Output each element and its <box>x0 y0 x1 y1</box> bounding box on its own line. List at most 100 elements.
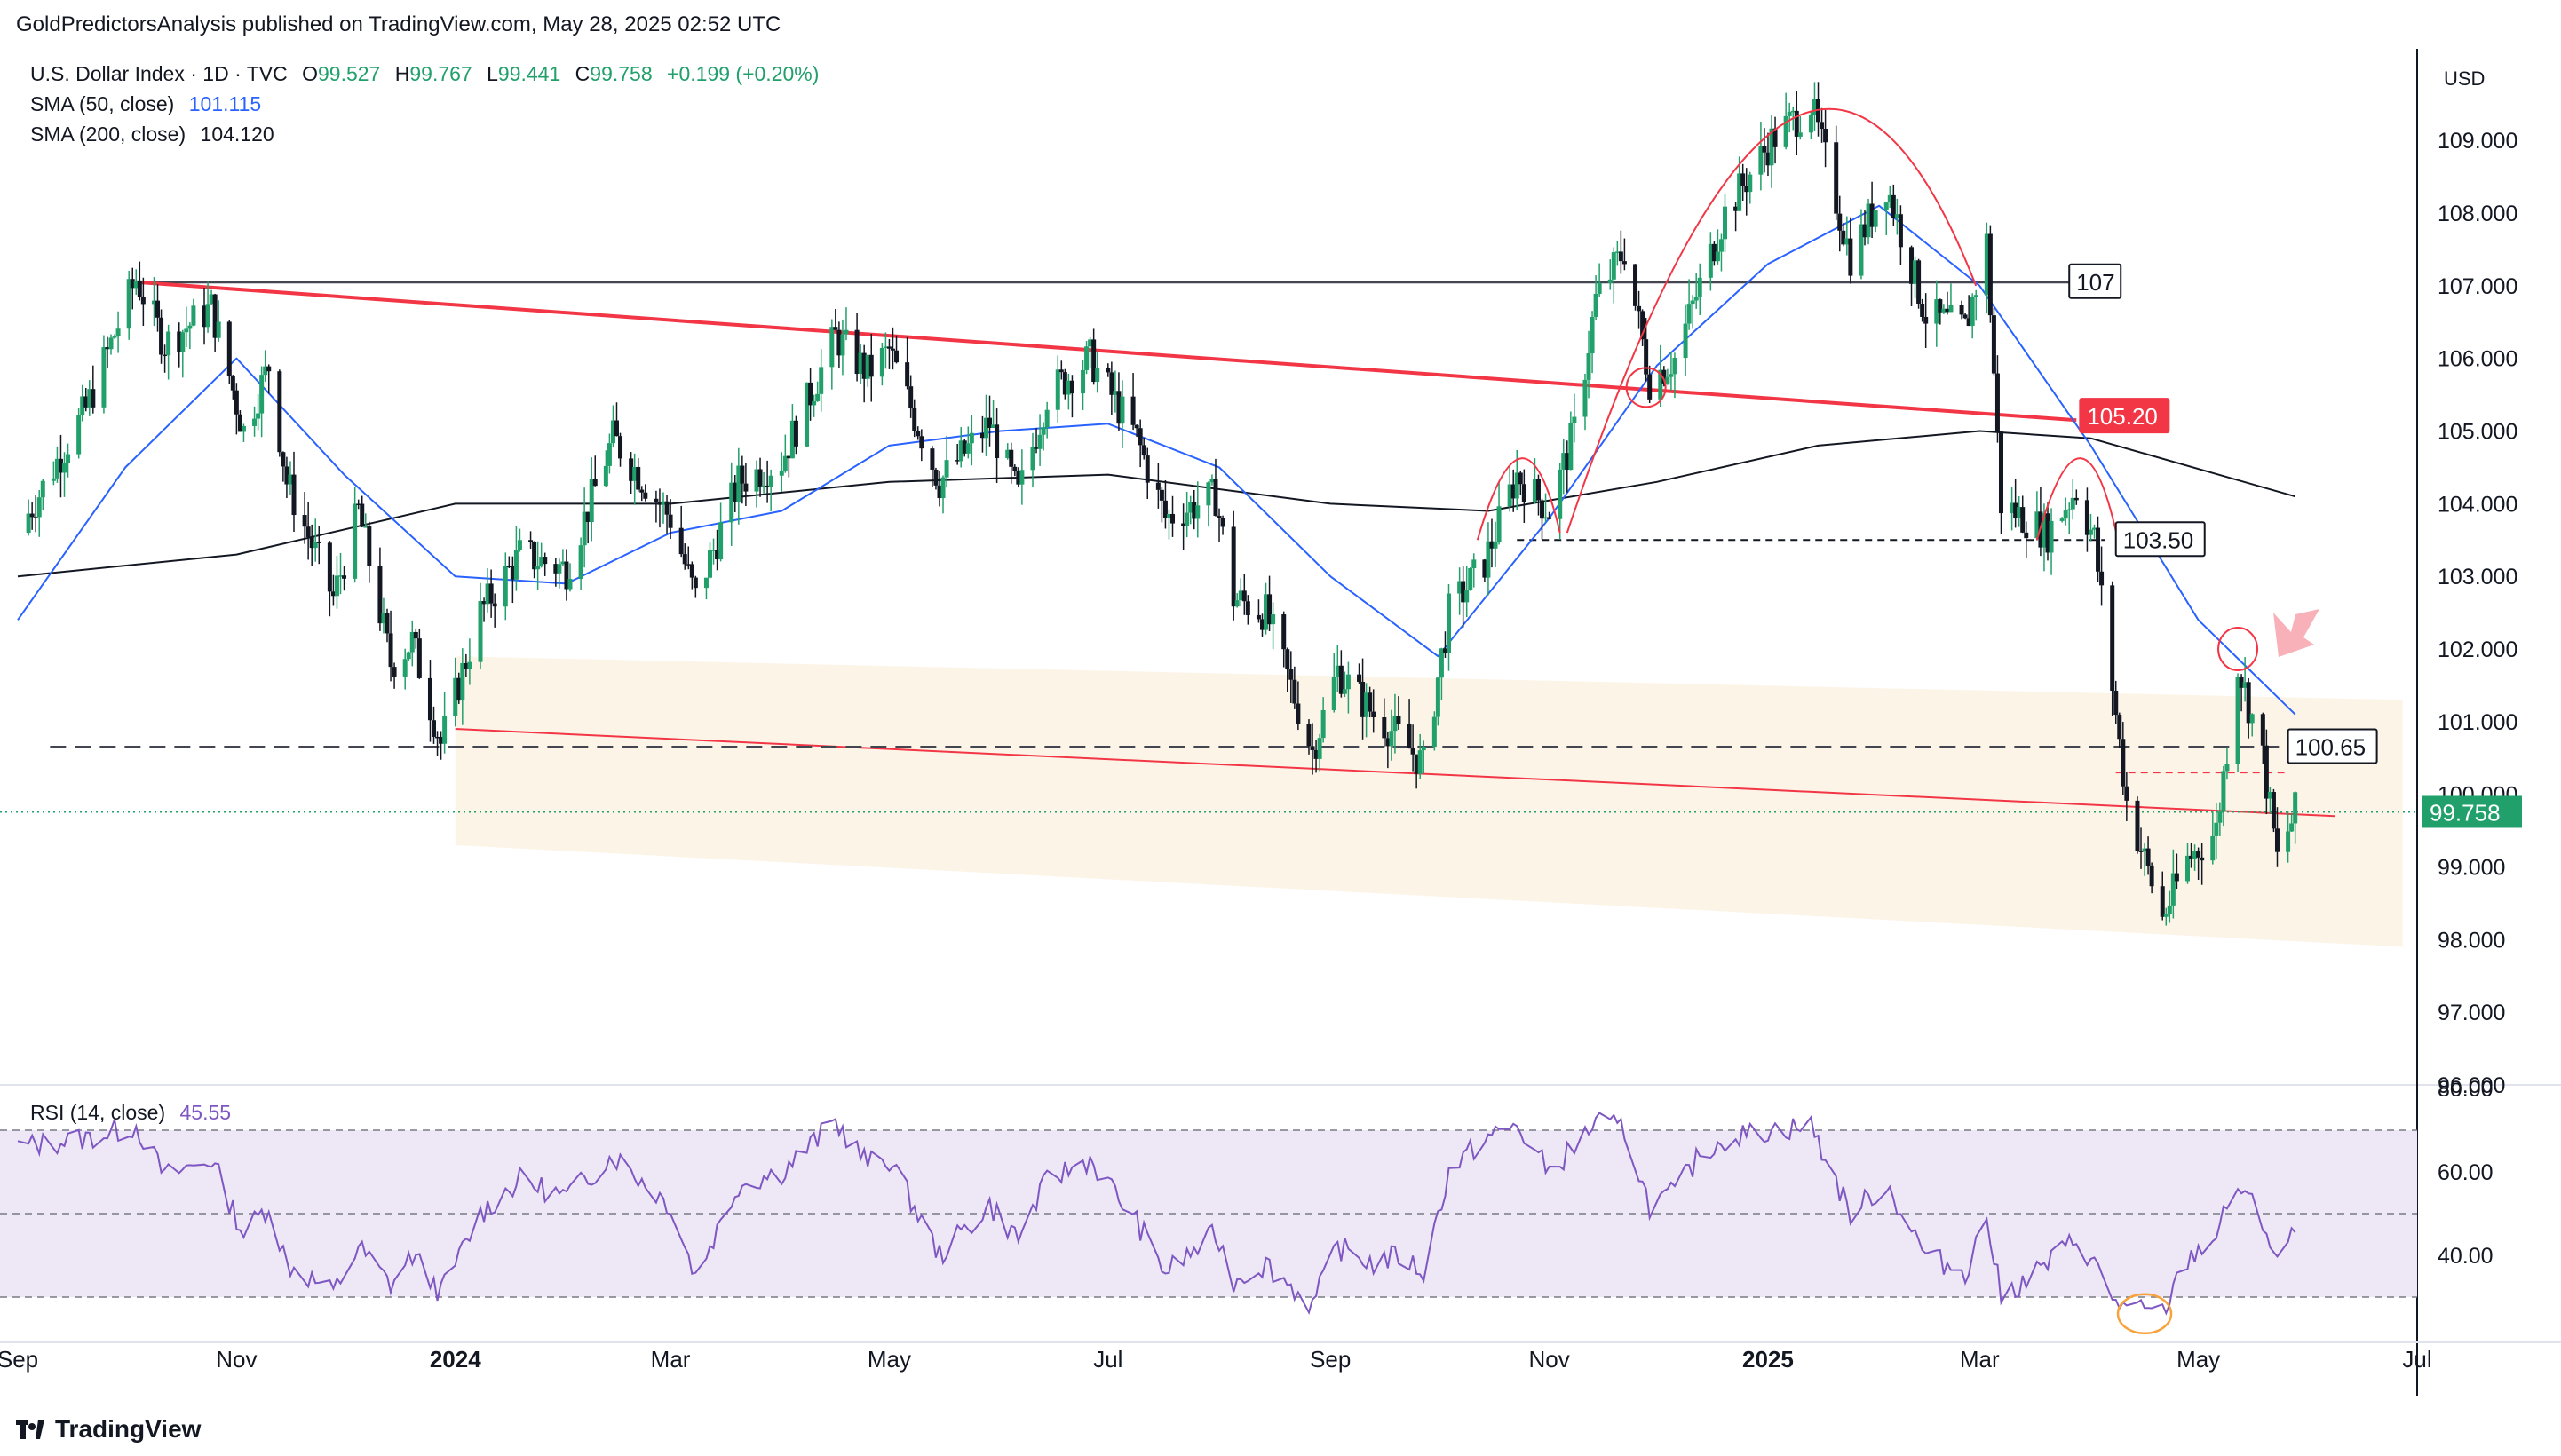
candle-up <box>2059 518 2065 521</box>
candle-up <box>1120 396 1125 424</box>
candle-down <box>1313 749 1319 759</box>
candle-down <box>678 527 684 555</box>
candle-down <box>1841 230 1846 245</box>
candle-down <box>890 348 895 351</box>
candle-up <box>539 557 544 566</box>
candle-down <box>1518 472 1523 485</box>
candle-down <box>2096 527 2101 572</box>
candle-down <box>765 485 770 487</box>
legend-rsi-row[interactable]: RSI (14, close) 45.55 <box>30 1101 240 1125</box>
candle-down <box>432 720 437 737</box>
candle-up <box>1447 593 1452 653</box>
legend-symbol[interactable]: U.S. Dollar Index · 1D · TVC <box>30 62 288 85</box>
candle-down <box>506 566 511 567</box>
candle-down <box>1461 581 1466 603</box>
candle-up <box>1095 367 1100 383</box>
candle-down <box>1155 482 1161 490</box>
time-tick-label: Nov <box>216 1346 257 1373</box>
candle-down <box>654 498 659 502</box>
time-tick-label: Sep <box>1310 1346 1351 1373</box>
candle-down <box>962 440 967 454</box>
candle-up <box>313 542 318 549</box>
candle-up <box>812 400 817 406</box>
candle-up <box>1206 482 1211 506</box>
price-tick-label: 103.000 <box>2438 565 2517 590</box>
candle-up <box>205 304 210 328</box>
candle-down <box>291 474 297 516</box>
candle-down <box>664 501 670 515</box>
candle-down <box>585 511 591 522</box>
candle-up <box>844 329 849 335</box>
candle-up <box>2010 502 2015 514</box>
candle-down <box>1058 369 1064 373</box>
tradingview-brand: TradingView <box>55 1415 202 1443</box>
candle-down <box>1245 601 1250 615</box>
candle-up <box>1718 239 1724 252</box>
candle-up <box>334 575 339 597</box>
price-tick-label: 96.000 <box>2438 1073 2505 1098</box>
candle-down <box>1062 372 1067 395</box>
candle-down <box>140 297 146 305</box>
candle-down <box>793 420 798 447</box>
price-tick-label: 104.000 <box>2438 492 2517 517</box>
rounded-top-arc <box>1566 107 1978 534</box>
candle-up <box>708 550 713 578</box>
candle-up <box>241 425 246 432</box>
candle-down <box>1823 129 1828 143</box>
candle-up <box>661 501 666 505</box>
candle-up <box>711 550 717 551</box>
candle-down <box>230 376 235 391</box>
candle-down <box>894 350 900 363</box>
candle-up <box>1081 369 1086 394</box>
candle-down <box>1834 142 1839 214</box>
candle-down <box>908 386 914 409</box>
candle-down <box>930 448 935 470</box>
candle-up <box>40 480 45 498</box>
candle-down <box>2200 857 2205 861</box>
candle-up <box>1044 409 1050 428</box>
candle-up <box>703 577 709 589</box>
legend-rsi-value: 45.55 <box>179 1101 232 1124</box>
candle-down <box>2145 848 2151 866</box>
legend-symbol-row: U.S. Dollar Index · 1D · TVC O99.527 H99… <box>30 62 828 86</box>
candle-up <box>1683 323 1688 359</box>
candle-down <box>629 458 634 481</box>
candle-up <box>62 463 67 473</box>
candle-down <box>1510 484 1516 499</box>
candle-up <box>1808 115 1813 133</box>
candle-down <box>657 502 662 505</box>
legend-sma200-row[interactable]: SMA (200, close) 104.120 <box>30 123 283 146</box>
candle-down <box>1306 724 1312 747</box>
candle-up <box>1185 512 1190 526</box>
candle-down <box>427 677 432 721</box>
price-tick-label: 109.000 <box>2438 129 2517 154</box>
candle-up <box>632 466 638 481</box>
candle-up <box>2293 792 2298 824</box>
candle-up <box>1439 648 1444 678</box>
candle-up <box>1331 676 1336 710</box>
candle-up <box>1166 513 1171 518</box>
legend-low-value: 99.441 <box>497 62 561 85</box>
legend-open-key: O <box>302 62 318 85</box>
candle-down <box>1765 152 1771 166</box>
candle-up <box>467 661 472 669</box>
candle-down <box>979 432 985 439</box>
candle-down <box>1637 305 1642 312</box>
candle-down <box>2196 851 2201 858</box>
candle-down <box>1621 261 1627 265</box>
candle-up <box>2286 831 2291 852</box>
candle-down <box>1772 128 1778 147</box>
candle-up <box>1568 423 1574 471</box>
candle-up <box>1417 750 1423 774</box>
candle-up <box>2289 823 2295 832</box>
candle-down <box>1016 471 1021 485</box>
candle-down <box>2124 786 2129 801</box>
level-label-105-20-box <box>2079 398 2170 434</box>
legend-sma50-row[interactable]: SMA (50, close) 101.115 <box>30 92 270 116</box>
candle-up <box>381 613 386 624</box>
candle-down <box>105 347 110 350</box>
candle-up <box>51 478 56 481</box>
tradingview-logo[interactable]: TradingView <box>16 1415 201 1444</box>
descending-trendline <box>136 280 2077 423</box>
